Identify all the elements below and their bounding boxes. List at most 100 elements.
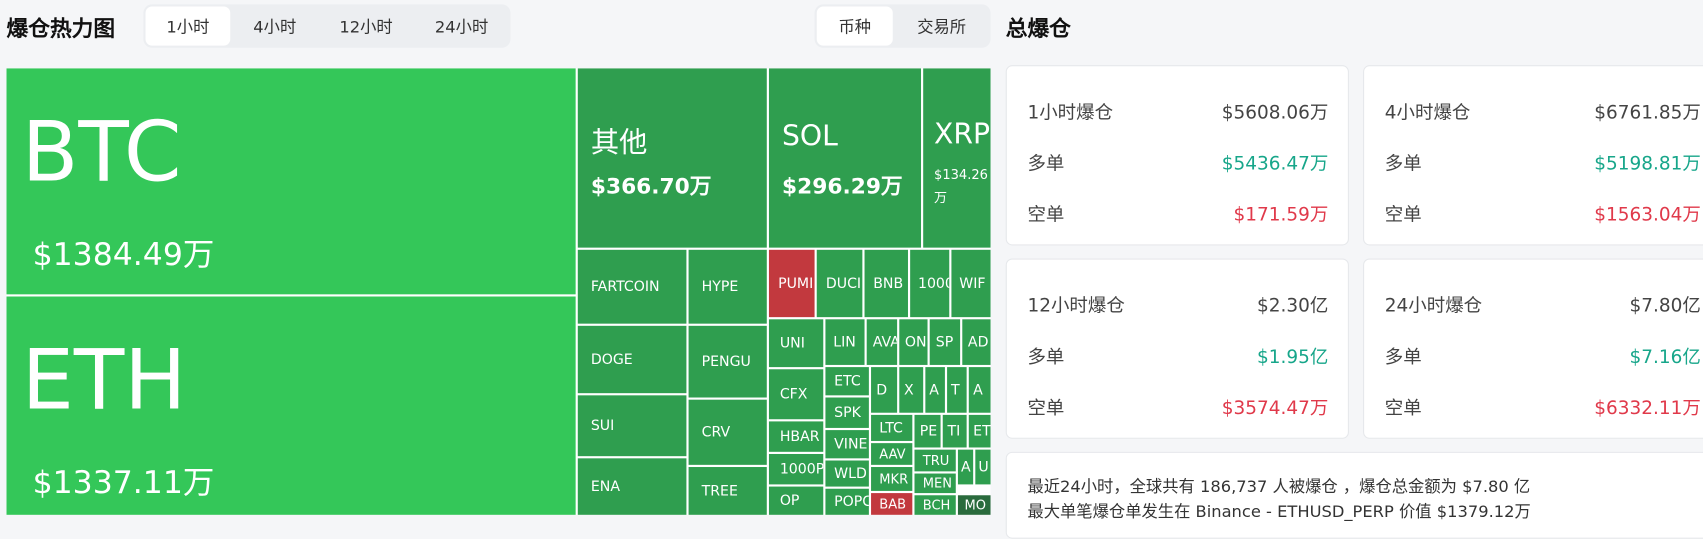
tile-label: SPK: [834, 404, 861, 421]
footer-line: 最大单笔爆仓单发生在 Binance - ETHUSD_PERP 价值 $137…: [1027, 501, 1531, 522]
tile-label: MKR: [879, 471, 909, 487]
tile-label: 1000P: [779, 461, 824, 478]
treemap-tile: XRP $134.26万: [923, 68, 991, 248]
time-tab[interactable]: 1小时: [145, 6, 231, 46]
treemap-tile: TI: [942, 414, 967, 448]
summary-title: 总爆仓: [1005, 15, 1071, 42]
treemap-tile: PUMI: [768, 249, 815, 318]
card-row: 多单 $7.16亿: [1385, 341, 1701, 368]
page: 爆仓热力图 1小时 4小时 12小时 24小时 币种 交易所 BTC $1384.49万 E…: [6, 4, 1703, 539]
row-value: $6332.11万: [1594, 397, 1701, 420]
treemap-tile: A: [957, 449, 974, 485]
treemap-tile: MKR: [871, 467, 913, 491]
treemap-tile: PENGU: [688, 325, 767, 398]
row-label: 多单: [1384, 153, 1422, 175]
tile-label: SOL: [781, 120, 838, 154]
card-row: 空单 $171.59万: [1027, 199, 1328, 226]
treemap-tile: T: [947, 367, 967, 413]
row-value: $6761.85万: [1594, 102, 1701, 124]
time-tab[interactable]: 24小时: [434, 16, 489, 37]
tile-label: X: [904, 381, 914, 399]
heatmap-title: 爆仓热力图: [6, 15, 116, 42]
treemap-tile: TREE: [688, 467, 767, 515]
row-value: $5436.47万: [1221, 153, 1329, 175]
treemap-tile: BNB: [864, 249, 908, 318]
tile-label: VINE: [834, 436, 868, 453]
tile-label: TI: [947, 423, 961, 440]
tile-value: $366.70万: [590, 172, 712, 199]
treemap-tile: HBAR: [768, 421, 824, 452]
treemap-tile: ON: [899, 319, 928, 365]
treemap-tile: AVA: [866, 319, 898, 365]
tile-label: MEN: [922, 475, 952, 491]
treemap-tile: MO: [957, 495, 991, 515]
treemap-tile: ETH $1337.11万: [6, 296, 576, 515]
time-tab[interactable]: 4小时: [253, 16, 297, 37]
treemap-tile: SPK: [825, 397, 869, 428]
tile-label: A: [973, 381, 983, 399]
treemap-tile: A: [968, 367, 991, 413]
row-label: 空单: [1027, 397, 1065, 420]
treemap-tile: LTC: [871, 414, 913, 441]
view-tabs: 币种 交易所: [814, 4, 991, 48]
tile-label: U: [978, 458, 989, 476]
treemap-tile: FARTCOIN: [577, 249, 687, 324]
tile-value: $296.29万: [781, 172, 903, 199]
view-tab[interactable]: 币种: [816, 6, 893, 46]
treemap-tile: X: [899, 367, 924, 413]
treemap-tile: A: [925, 367, 945, 413]
tile-label: ET: [973, 423, 991, 440]
footer-line: 最近24小时，全球共有 186,737 人被爆仓 ，爆仓总金额为 $7.80 亿: [1027, 476, 1531, 497]
treemap-tile: ET: [968, 414, 991, 448]
tile-label: LIN: [833, 333, 856, 351]
tile-label: DUCI: [825, 275, 862, 292]
row-label: 4小时爆仓: [1384, 102, 1471, 124]
summary-card: 4小时爆仓 $6761.85万 多单 $5198.81万 空单 $1563.04万: [1363, 65, 1703, 246]
treemap-tile: ETC: [825, 367, 869, 396]
time-tabs: 1小时 4小时 12小时 24小时: [143, 4, 511, 48]
time-tab[interactable]: 12小时: [339, 16, 393, 37]
treemap-tile: HYPE: [688, 249, 767, 324]
treemap-tile: TRU: [914, 449, 956, 472]
row-value: $1563.04万: [1594, 204, 1701, 226]
treemap-tile: AAV: [871, 443, 913, 465]
tile-label: DOGE: [590, 351, 633, 368]
treemap-tile: DUCI: [816, 249, 863, 318]
row-value: $7.80亿: [1629, 295, 1701, 318]
tile-label: SP: [935, 333, 954, 351]
tile-label: TRU: [922, 452, 950, 469]
treemap-tile: D: [871, 367, 898, 413]
tile-label: BCH: [922, 497, 951, 513]
treemap-tile: WIF: [951, 249, 991, 318]
treemap-tile: 其他 $366.70万: [577, 68, 767, 248]
card-row: 1小时爆仓 $5608.06万: [1027, 97, 1328, 124]
treemap-tile: 1000P: [768, 453, 824, 485]
treemap-tile: CFX: [768, 369, 824, 420]
row-label: 空单: [1027, 204, 1065, 226]
treemap-tile: LIN: [825, 319, 865, 365]
tile-label: OP: [779, 492, 800, 509]
row-value: $171.59万: [1233, 204, 1329, 226]
row-value: $7.16亿: [1629, 346, 1701, 369]
tile-label: PE: [919, 423, 938, 440]
row-value: $2.30亿: [1256, 295, 1329, 318]
treemap-tile: DOGE: [577, 325, 687, 394]
treemap-tile: SUI: [577, 395, 687, 457]
row-value: $1.95亿: [1256, 346, 1329, 369]
summary-card: 1小时爆仓 $5608.06万多单 $5436.47万空单 $171.59万: [1005, 65, 1349, 246]
footer-card: 最近24小时，全球共有 186,737 人被爆仓 ，爆仓总金额为 $7.80 亿…: [1005, 451, 1703, 539]
row-label: 12小时爆仓: [1027, 295, 1125, 318]
row-label: 多单: [1027, 153, 1065, 175]
tile-label: ETC: [834, 373, 861, 390]
view-tab[interactable]: 交易所: [917, 16, 967, 37]
treemap-tile: PE: [914, 414, 941, 448]
row-label: 空单: [1384, 204, 1422, 226]
tile-label: WIF: [959, 275, 986, 292]
row-value: $5608.06万: [1221, 102, 1329, 124]
tile-label: BNB: [873, 275, 904, 292]
treemap-tile: SP: [929, 319, 961, 365]
tile-label: UNI: [779, 335, 805, 352]
row-label: 24小时爆仓: [1384, 295, 1483, 318]
tile-label: POPC: [834, 493, 869, 510]
tile-label: WLD: [834, 465, 867, 482]
